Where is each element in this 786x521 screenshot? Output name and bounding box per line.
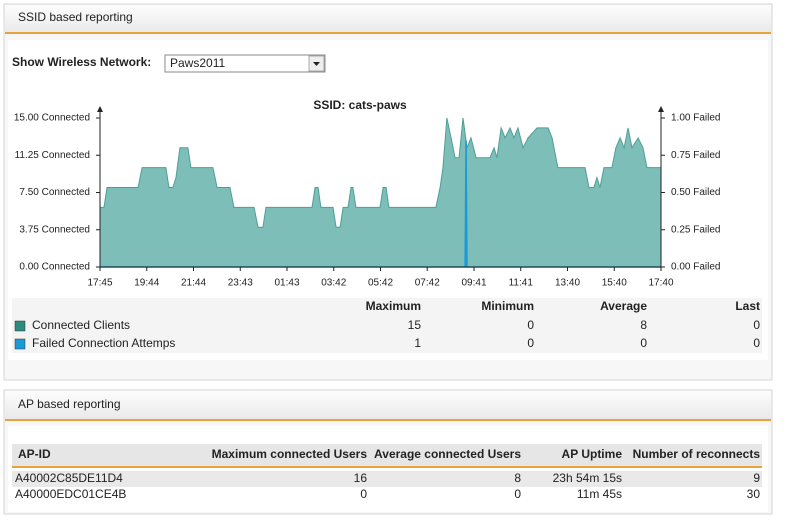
table-cell: 0 (360, 487, 367, 501)
table-header (12, 444, 762, 466)
stats-cell: 1 (414, 336, 421, 350)
stats-cell: 0 (753, 318, 760, 332)
legend-label: Failed Connection Attemps (32, 336, 175, 350)
panel-title: SSID based reporting (18, 10, 133, 24)
table-header-cell: Average connected Users (374, 447, 521, 461)
y2-tick-label: 1.00 Failed (671, 113, 720, 124)
table-header-cell: Number of reconnects (633, 447, 761, 461)
stats-header: Last (735, 299, 760, 313)
legend-swatch (14, 320, 26, 332)
stats-header: Minimum (481, 299, 534, 313)
stats-header: Maximum (366, 299, 421, 313)
axis-arrow (97, 106, 103, 112)
panel-header (5, 5, 771, 33)
y-tick-label: 0.00 Connected (19, 262, 90, 273)
stats-cell: 0 (640, 336, 647, 350)
stats-cell: 0 (753, 336, 760, 350)
table-header-cell: Maximum connected Users (212, 447, 368, 461)
stats-cell: 15 (408, 318, 422, 332)
y2-tick-label: 0.75 Failed (671, 150, 720, 161)
table-cell: 30 (747, 487, 761, 501)
x-tick-label: 21:44 (181, 278, 206, 289)
chart-title: SSID: cats-paws (313, 98, 407, 112)
x-tick-label: 09:41 (461, 278, 486, 289)
stats-cell: 0 (527, 318, 534, 332)
y2-tick-label: 0.00 Failed (671, 262, 720, 273)
stats-cell: 0 (527, 336, 534, 350)
table-cell: A40000EDC01CE4B (15, 487, 126, 501)
x-tick-label: 17:40 (648, 278, 673, 289)
y2-tick-label: 0.50 Failed (671, 187, 720, 198)
table-cell: 11m 45s (577, 487, 622, 501)
table-header-cell: AP Uptime (562, 447, 623, 461)
table-cell: 9 (753, 471, 760, 485)
stats-header: Average (600, 299, 647, 313)
table-header-cell: AP-ID (18, 447, 51, 461)
y-tick-label: 3.75 Connected (19, 224, 90, 235)
x-tick-label: 07:42 (415, 278, 440, 289)
select-arrow (313, 62, 320, 66)
x-tick-label: 03:42 (321, 278, 346, 289)
axis-arrow (658, 106, 664, 112)
network-select[interactable] (164, 54, 326, 73)
table-cell: 23h 54m 15s (553, 471, 622, 485)
x-tick-label: 19:44 (134, 278, 159, 289)
stats-cell: 8 (640, 318, 647, 332)
x-tick-label: 15:40 (602, 278, 627, 289)
y-tick-label: 11.25 Connected (15, 150, 90, 161)
y-tick-label: 15.00 Connected (14, 113, 90, 124)
x-tick-label: 05:42 (368, 278, 393, 289)
panel-body (8, 426, 768, 512)
table-cell: 16 (354, 471, 368, 485)
row-highlight (12, 471, 762, 487)
panel-header (5, 391, 771, 419)
series-area (99, 117, 662, 268)
y2-tick-label: 0.25 Failed (671, 224, 720, 235)
x-tick-label: 23:43 (228, 278, 253, 289)
x-tick-label: 11:41 (509, 278, 534, 289)
legend-table (12, 298, 762, 353)
y-tick-label: 7.50 Connected (19, 187, 90, 198)
x-tick-label: 01:43 (274, 278, 299, 289)
x-tick-label: 13:40 (555, 278, 580, 289)
x-tick-label: 17:45 (87, 278, 112, 289)
table-cell: 8 (514, 471, 521, 485)
legend-swatch (14, 338, 26, 350)
table-cell: 0 (514, 487, 521, 501)
panel-title: AP based reporting (18, 397, 121, 411)
filter-label: Show Wireless Network: (12, 55, 151, 69)
select-value: Paws2011 (170, 56, 225, 70)
table-cell: A40002C85DE11D4 (15, 471, 123, 485)
legend-label: Connected Clients (32, 318, 130, 332)
